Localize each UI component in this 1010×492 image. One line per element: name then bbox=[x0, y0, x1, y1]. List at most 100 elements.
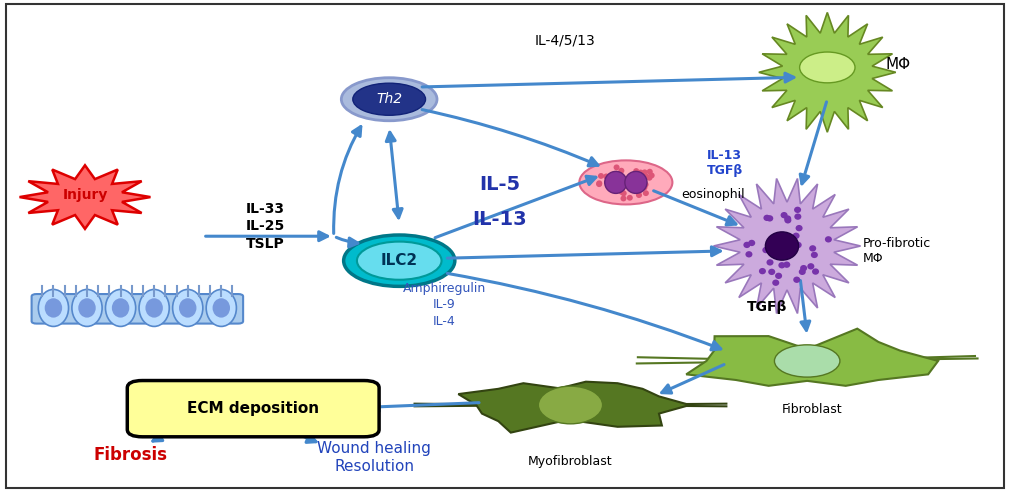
Ellipse shape bbox=[785, 217, 792, 223]
Ellipse shape bbox=[767, 259, 774, 266]
Ellipse shape bbox=[773, 279, 780, 286]
Ellipse shape bbox=[615, 187, 621, 193]
Ellipse shape bbox=[603, 174, 609, 180]
Ellipse shape bbox=[759, 268, 766, 275]
Ellipse shape bbox=[605, 171, 627, 193]
Ellipse shape bbox=[105, 289, 135, 326]
Ellipse shape bbox=[625, 171, 647, 193]
Ellipse shape bbox=[764, 215, 771, 221]
Ellipse shape bbox=[646, 169, 652, 175]
Ellipse shape bbox=[352, 83, 425, 115]
Ellipse shape bbox=[642, 182, 648, 187]
Ellipse shape bbox=[769, 269, 776, 275]
Ellipse shape bbox=[766, 232, 799, 260]
Ellipse shape bbox=[44, 298, 63, 318]
Ellipse shape bbox=[38, 289, 69, 326]
Ellipse shape bbox=[343, 235, 454, 286]
Ellipse shape bbox=[637, 186, 643, 192]
Ellipse shape bbox=[775, 345, 840, 377]
Ellipse shape bbox=[596, 181, 602, 186]
Text: Th2: Th2 bbox=[376, 92, 402, 106]
FancyBboxPatch shape bbox=[31, 294, 243, 324]
Ellipse shape bbox=[641, 169, 647, 175]
Ellipse shape bbox=[145, 298, 163, 318]
Ellipse shape bbox=[636, 192, 642, 198]
Ellipse shape bbox=[613, 164, 619, 170]
Text: TGFβ: TGFβ bbox=[746, 300, 787, 314]
Ellipse shape bbox=[784, 239, 791, 245]
Text: ILC2: ILC2 bbox=[381, 253, 418, 268]
Text: Fibrosis: Fibrosis bbox=[93, 446, 168, 464]
Ellipse shape bbox=[775, 273, 782, 279]
FancyBboxPatch shape bbox=[127, 380, 379, 437]
Ellipse shape bbox=[763, 247, 770, 253]
Ellipse shape bbox=[794, 207, 801, 213]
Text: Wound healing
Resolution: Wound healing Resolution bbox=[317, 441, 431, 474]
Text: IL-13
TGFβ: IL-13 TGFβ bbox=[706, 149, 742, 177]
Ellipse shape bbox=[793, 277, 800, 283]
Ellipse shape bbox=[779, 262, 786, 269]
Ellipse shape bbox=[809, 245, 816, 251]
Ellipse shape bbox=[357, 242, 441, 280]
Text: Amphiregulin
IL-9
IL-4: Amphiregulin IL-9 IL-4 bbox=[403, 282, 486, 328]
Ellipse shape bbox=[643, 190, 648, 196]
Ellipse shape bbox=[641, 184, 647, 190]
Ellipse shape bbox=[794, 214, 801, 220]
Ellipse shape bbox=[173, 289, 203, 326]
Text: eosinophil: eosinophil bbox=[682, 188, 745, 201]
Text: Pro-fibrotic
MΦ: Pro-fibrotic MΦ bbox=[863, 237, 931, 265]
Ellipse shape bbox=[620, 195, 626, 201]
Text: MΦ: MΦ bbox=[885, 58, 910, 72]
Ellipse shape bbox=[748, 240, 755, 246]
Ellipse shape bbox=[793, 233, 800, 239]
Ellipse shape bbox=[811, 252, 818, 258]
Text: ECM deposition: ECM deposition bbox=[187, 401, 319, 416]
Ellipse shape bbox=[795, 242, 802, 248]
Ellipse shape bbox=[643, 174, 649, 180]
Ellipse shape bbox=[784, 215, 791, 222]
Ellipse shape bbox=[648, 173, 654, 179]
Polygon shape bbox=[686, 329, 938, 386]
Polygon shape bbox=[713, 179, 861, 313]
Ellipse shape bbox=[598, 173, 604, 179]
Ellipse shape bbox=[538, 386, 603, 424]
Ellipse shape bbox=[72, 289, 102, 326]
Ellipse shape bbox=[745, 251, 752, 257]
Ellipse shape bbox=[212, 298, 230, 318]
Ellipse shape bbox=[781, 212, 788, 218]
Ellipse shape bbox=[179, 298, 197, 318]
Ellipse shape bbox=[767, 215, 774, 221]
Ellipse shape bbox=[596, 181, 602, 187]
Ellipse shape bbox=[619, 189, 625, 195]
Text: Myofibroblast: Myofibroblast bbox=[528, 455, 613, 468]
Ellipse shape bbox=[206, 289, 236, 326]
Ellipse shape bbox=[783, 261, 790, 268]
Text: Fibroblast: Fibroblast bbox=[782, 403, 842, 416]
Ellipse shape bbox=[807, 263, 814, 270]
Ellipse shape bbox=[825, 236, 832, 243]
Ellipse shape bbox=[139, 289, 170, 326]
Ellipse shape bbox=[646, 175, 652, 181]
Ellipse shape bbox=[621, 190, 626, 196]
Ellipse shape bbox=[800, 52, 855, 83]
Text: IL-4/5/13: IL-4/5/13 bbox=[535, 33, 596, 48]
Ellipse shape bbox=[341, 78, 437, 121]
Text: IL-33
IL-25
TSLP: IL-33 IL-25 TSLP bbox=[245, 202, 285, 251]
Ellipse shape bbox=[633, 168, 639, 174]
Text: IL-13: IL-13 bbox=[473, 210, 527, 229]
Polygon shape bbox=[759, 12, 896, 132]
Text: Injury: Injury bbox=[63, 187, 108, 202]
Polygon shape bbox=[19, 165, 150, 229]
Text: IL-5: IL-5 bbox=[480, 175, 520, 194]
Ellipse shape bbox=[743, 242, 750, 248]
Ellipse shape bbox=[772, 236, 779, 242]
Ellipse shape bbox=[610, 184, 616, 190]
Ellipse shape bbox=[812, 268, 819, 275]
Ellipse shape bbox=[618, 168, 624, 174]
Ellipse shape bbox=[78, 298, 96, 318]
Ellipse shape bbox=[580, 160, 673, 204]
Ellipse shape bbox=[620, 177, 626, 183]
Ellipse shape bbox=[637, 170, 643, 176]
Ellipse shape bbox=[799, 269, 806, 275]
Ellipse shape bbox=[627, 195, 633, 201]
